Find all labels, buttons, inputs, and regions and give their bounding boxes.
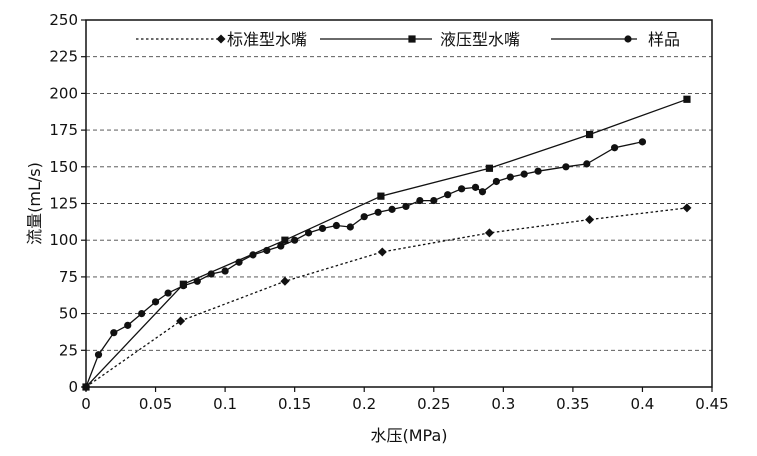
data-point-circle (638, 138, 647, 146)
data-point-circle (151, 298, 160, 306)
data-point-circle (478, 188, 487, 196)
data-point-circle (360, 213, 368, 221)
series-line (85, 207, 688, 388)
data-point-circle (346, 223, 354, 231)
x-tick-label: 0.2 (352, 395, 376, 413)
data-point-circle (534, 167, 542, 175)
data-point-circle (520, 170, 528, 178)
data-point-circle (624, 35, 632, 43)
data-point-square (377, 192, 385, 200)
data-point-circle (458, 185, 466, 193)
y-tick-label: 50 (59, 305, 78, 323)
x-tick-label: 0.05 (139, 395, 172, 413)
legend: 标准型水嘴 液压型水嘴 样品 (133, 27, 705, 51)
x-tick-label: 0.35 (556, 395, 589, 413)
y-tick-label: 75 (59, 268, 78, 286)
tick-labels: 0 25 50 75 100 125 150 175 200 225 250 0 0.05 0.1 0.15… (49, 11, 728, 413)
x-tick-label: 0 (81, 395, 91, 413)
series-group (82, 138, 647, 391)
series-group (82, 95, 691, 391)
data-point-circle (402, 202, 410, 211)
data-point-circle (221, 267, 229, 275)
y-tick-label: 200 (49, 84, 78, 102)
data-point-circle (583, 160, 591, 168)
data-point-circle (611, 144, 619, 152)
y-tick-label: 250 (49, 11, 78, 29)
y-tick-label: 125 (49, 195, 78, 213)
data-point-circle (291, 236, 299, 244)
data-point-square (408, 35, 416, 43)
x-tick-label: 0.1 (213, 395, 237, 413)
data-point-circle (124, 321, 132, 329)
data-point-circle (444, 191, 452, 199)
data-point-diamond (484, 228, 494, 238)
data-point-circle (471, 183, 480, 191)
data-point-circle (374, 208, 382, 216)
series-line (85, 98, 688, 388)
gridlines (86, 56, 712, 351)
data-point-circle (138, 310, 146, 318)
data-point-circle (506, 173, 514, 181)
y-tick-label: 25 (59, 341, 78, 359)
data-point-diamond (216, 34, 226, 44)
data-point-circle (388, 205, 396, 213)
y-tick-label: 0 (68, 378, 78, 396)
x-axis-title: 水压(MPa) (370, 426, 447, 445)
data-point-circle (492, 177, 500, 186)
data-point-square (281, 236, 289, 244)
data-point-square (485, 164, 494, 172)
y-axis-title: 流量(mL/s) (25, 162, 44, 245)
data-point-circle (207, 270, 215, 278)
x-tick-label: 0.25 (417, 395, 450, 413)
data-point-circle (277, 242, 285, 250)
data-point-circle (179, 282, 187, 290)
data-point-diamond (176, 316, 186, 326)
data-point-diamond (682, 203, 692, 213)
data-point-circle (318, 224, 327, 233)
data-point-circle (304, 229, 313, 237)
x-tick-label: 0.3 (491, 395, 515, 413)
data-point-circle (235, 258, 243, 266)
data-point-circle (562, 163, 570, 171)
data-point-circle (94, 351, 103, 359)
data-point-diamond (377, 247, 387, 257)
y-tick-label: 225 (49, 48, 78, 66)
y-tick-label: 100 (49, 231, 78, 249)
x-tick-label: 0.15 (278, 395, 311, 413)
data-point-circle (430, 196, 438, 205)
data-point-square (585, 130, 594, 139)
data-point-circle (332, 221, 340, 230)
data-point-circle (249, 251, 257, 259)
data-point-circle (110, 329, 118, 337)
data-point-circle (416, 196, 424, 205)
legend-label: 标准型水嘴 (227, 30, 307, 49)
data-point-circle (164, 289, 172, 297)
data-point-diamond (280, 276, 290, 286)
legend-label: 样品 (648, 30, 680, 49)
y-tick-label: 175 (49, 121, 78, 139)
series-layer (81, 95, 692, 392)
series-group (81, 203, 692, 392)
y-tick-label: 150 (49, 158, 78, 176)
legend-label: 液压型水嘴 (440, 30, 520, 49)
x-tick-label: 0.45 (695, 395, 728, 413)
data-point-circle (193, 277, 201, 285)
data-point-square (683, 95, 691, 103)
data-point-diamond (585, 215, 595, 225)
data-point-circle (263, 246, 271, 255)
x-tick-label: 0.4 (631, 395, 655, 413)
